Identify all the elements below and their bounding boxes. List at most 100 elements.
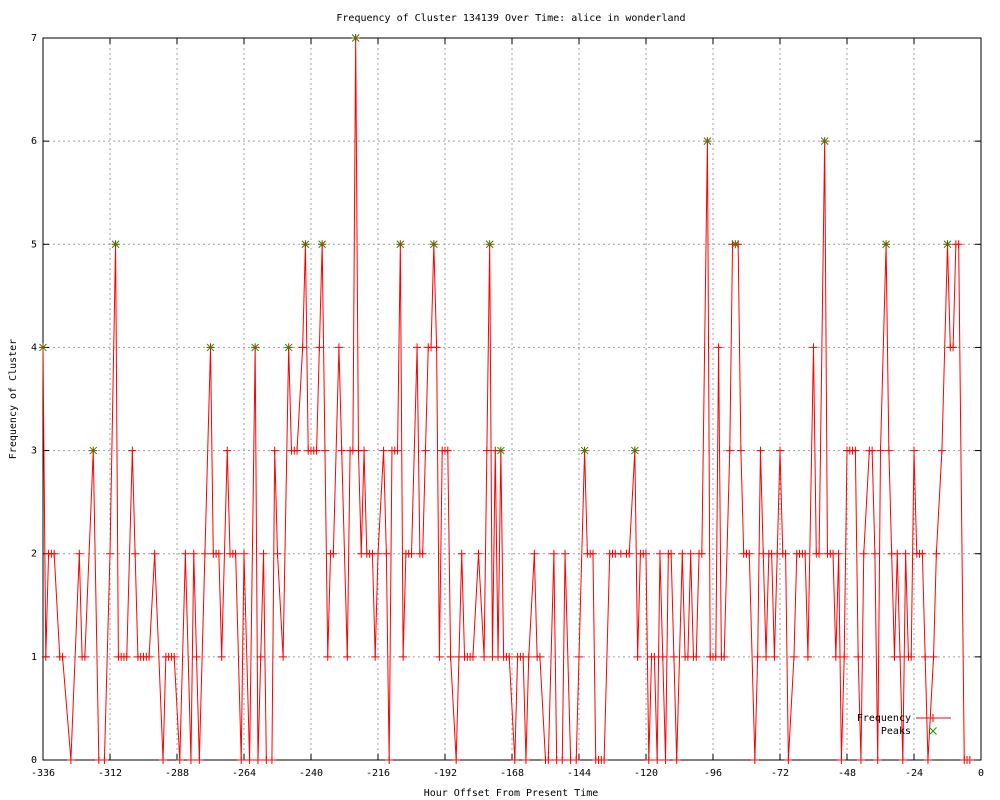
point-marker [195,756,204,764]
point-marker [655,549,664,558]
point-marker [131,549,140,558]
point-marker [736,446,745,455]
point-marker [237,756,246,764]
point-marker [731,240,740,249]
point-marker [521,756,530,764]
point-marker [318,240,327,249]
point-marker [870,549,879,558]
point-marker [106,549,114,558]
point-marker [703,137,712,145]
point-marker [859,549,868,558]
point-marker [334,343,343,352]
point-marker [474,549,483,558]
point-marker [873,756,882,764]
point-marker [789,652,798,661]
point-marker [75,549,84,558]
point-marker [279,652,288,661]
point-marker [150,549,159,558]
point-marker [697,549,706,558]
point-marker [200,549,209,558]
point-marker [159,756,168,764]
point-marker [251,343,260,352]
point-marker [50,549,59,558]
point-marker [320,446,329,455]
point-marker [468,652,477,661]
point-marker [457,549,466,558]
point-marker [837,756,846,764]
point-marker [399,652,408,661]
point-marker [544,756,553,764]
point-marker [678,549,687,558]
x-axis-label: Hour Offset From Present Time [424,788,599,799]
y-tick-label: 6 [31,136,37,147]
point-marker [720,652,729,661]
point-marker [100,756,109,764]
point-marker [834,549,843,558]
x-tick-label: -120 [634,768,658,779]
y-tick-label: 4 [31,342,37,353]
point-marker [312,446,321,455]
x-tick-label: -72 [771,768,789,779]
point-marker [896,652,905,661]
point-marker [535,652,544,661]
point-marker [901,549,910,558]
point-marker [510,756,519,764]
x-tick-label: -24 [905,768,923,779]
point-marker [259,549,268,558]
point-marker [170,652,179,661]
point-marker [206,343,215,352]
point-marker [561,549,570,558]
point-marker [284,343,293,352]
point-marker [253,756,262,764]
point-marker [801,549,810,558]
point-marker [882,240,890,249]
point-marker [937,446,946,455]
legend-label: Frequency [857,713,911,724]
point-marker [393,446,402,455]
point-marker [298,343,307,352]
point-marker [572,756,581,764]
point-marker [374,549,382,558]
point-marker [750,756,759,764]
point-marker [803,652,812,661]
point-marker [954,240,963,249]
point-marker [421,446,430,455]
point-marker [943,240,952,249]
point-marker [907,652,916,661]
point-marker [725,446,734,455]
point-marker [580,446,589,455]
point-marker [382,549,391,558]
point-marker [329,549,338,558]
point-marker [443,446,452,455]
point-marker [371,652,380,661]
point-marker [485,240,494,249]
point-marker [893,549,902,558]
point-marker [175,756,184,764]
point-marker [256,652,265,661]
point-marker [932,549,941,558]
point-marker [301,240,310,249]
legend-marker [929,727,937,735]
point-marker [776,446,784,455]
point-marker [89,446,98,455]
y-axis-label: Frequency of Cluster [8,339,19,459]
point-marker [642,549,650,558]
point-marker [650,652,659,661]
point-marker [245,756,254,764]
point-marker [756,446,765,455]
point-marker [111,240,120,249]
point-marker [854,652,863,661]
y-tick-label: 7 [31,33,37,44]
point-marker [351,34,360,42]
line [42,37,970,761]
y-tick-label: 0 [31,755,37,766]
point-marker [214,549,223,558]
point-marker [432,343,441,352]
point-marker [809,343,818,352]
point-marker [781,549,790,558]
point-marker [653,756,662,764]
point-marker [323,652,332,661]
x-tick-label: -192 [433,768,457,779]
point-marker [868,446,877,455]
